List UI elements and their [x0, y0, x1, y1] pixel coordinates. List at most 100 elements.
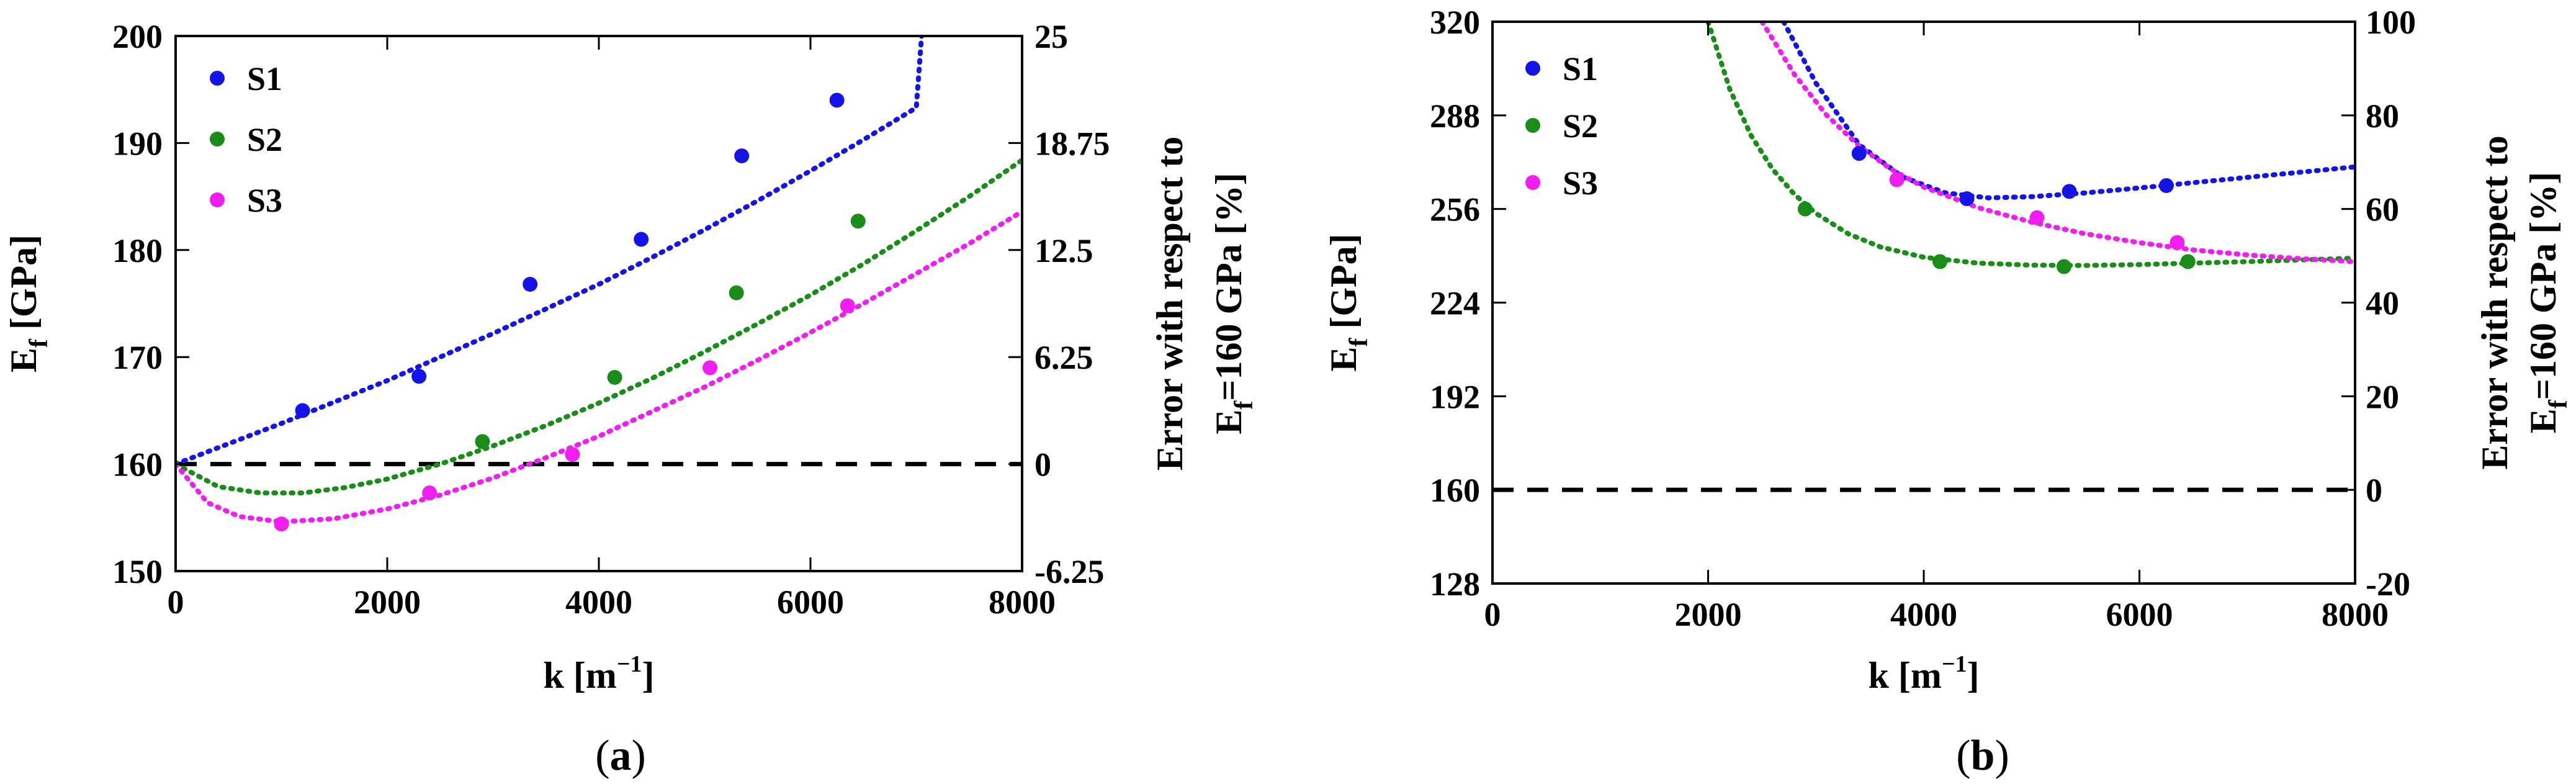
legend-label-s3: S3 [247, 182, 282, 219]
y2-tick-label: -20 [2366, 565, 2410, 603]
y-label-subscript: f [1345, 338, 1373, 347]
legend-marker-s2 [1525, 118, 1540, 133]
data-point-s1 [295, 403, 310, 418]
y2-tick-label: 25 [1034, 18, 1068, 55]
y2-tick-label: 0 [2366, 472, 2382, 509]
x-axis-label: k [m−1] [1869, 651, 1980, 696]
y2-tick-label: 18.75 [1034, 125, 1110, 162]
y2-label-rest: =160 GPa [%] [2523, 172, 2564, 400]
y2-axis-label-line2: Ef=160 GPa [%] [1208, 173, 1259, 435]
data-point-s3 [422, 485, 438, 501]
y-tick-label: 150 [112, 553, 163, 590]
data-point-s2 [607, 369, 622, 385]
y2-axis-label-line1: Error with respect to [1149, 137, 1190, 471]
x-label-main: k [m [1869, 655, 1942, 696]
legend-marker-s3 [1525, 175, 1540, 190]
x-tick-label: 2000 [1675, 596, 1742, 633]
y-tick-label: 128 [1430, 565, 1480, 603]
y2-axis-label-line2: Ef=160 GPa [%] [2523, 172, 2573, 434]
y-axis-label: Ef [GPa] [3, 235, 53, 372]
x-label-superscript: −1 [617, 651, 642, 677]
data-point-s2 [1932, 254, 1948, 269]
y-tick-label: 200 [112, 18, 163, 55]
data-point-s3 [2170, 235, 2185, 250]
data-point-s1 [1959, 191, 1975, 207]
y2-tick-label: 80 [2366, 97, 2399, 135]
y-tick-label: 190 [112, 125, 163, 162]
data-point-s1 [2158, 178, 2174, 193]
y2-label-rest: =160 GPa [%] [1208, 173, 1249, 400]
y-label-main: E [1323, 347, 1364, 372]
x-label-superscript: −1 [1942, 651, 1967, 677]
x-tick-label: 8000 [989, 583, 1056, 621]
legend-label-s2: S2 [1563, 107, 1598, 145]
x-tick-label: 6000 [2106, 596, 2173, 633]
legend-label-s1: S1 [1563, 50, 1598, 88]
panel-a: 0 2000 4000 6000 8000 150 160 170 180 190 200 -6.25… [3, 18, 1259, 780]
data-point-s1 [411, 369, 427, 384]
x-label-close: ] [1967, 655, 1980, 696]
caption-letter: b [1971, 732, 1995, 780]
data-point-s1 [829, 92, 845, 108]
data-point-s3 [702, 360, 718, 376]
y2-label-main: E [2523, 408, 2564, 433]
x-tick-label: 8000 [2322, 596, 2389, 633]
y2-axis-label-line1: Error with respect to [2474, 135, 2515, 469]
data-point-s3 [2029, 210, 2045, 225]
data-point-s3 [274, 516, 289, 532]
x-tick-label: 0 [168, 583, 184, 621]
data-point-s2 [475, 434, 490, 449]
x-tick-label: 4000 [1890, 596, 1957, 633]
plot-frame [1491, 20, 2356, 585]
y-label-subscript: f [25, 338, 53, 348]
y-tick-label: 288 [1430, 97, 1480, 135]
y-tick-label: 192 [1430, 378, 1480, 415]
data-point-s1 [634, 232, 649, 247]
data-point-s2 [729, 285, 744, 300]
y2-tick-label: 20 [2366, 378, 2399, 415]
y2-tick-label: -6.25 [1034, 553, 1104, 590]
y-label-rest: [GPa] [1323, 233, 1364, 338]
legend-marker-s3 [210, 192, 225, 207]
y2-tick-label: 6.25 [1034, 339, 1093, 376]
legend-marker-s1 [210, 71, 225, 86]
y-label-rest: [GPa] [3, 235, 44, 339]
y-tick-label: 160 [1430, 472, 1480, 509]
legend-label-s2: S2 [247, 121, 282, 158]
legend-marker-s1 [1525, 61, 1540, 76]
data-point-s1 [1851, 146, 1867, 161]
data-point-s3 [840, 298, 855, 313]
x-label-main: k [m [544, 655, 617, 696]
y-label-main: E [3, 348, 44, 372]
legend-label-s3: S3 [1563, 164, 1598, 202]
panel-caption: (b) [1956, 732, 2009, 780]
legend-label-s1: S1 [247, 60, 282, 97]
y2-tick-label: 100 [2366, 4, 2416, 41]
data-point-s2 [2180, 254, 2196, 269]
y2-tick-label: 40 [2366, 285, 2399, 322]
panel-b: 0 2000 4000 6000 8000 128 160 192 224 256 288 320 -2… [1323, 4, 2573, 780]
x-axis-label: k [m−1] [544, 651, 655, 696]
data-point-s1 [734, 148, 750, 164]
data-point-s3 [1889, 172, 1905, 187]
x-tick-label: 6000 [777, 583, 844, 621]
y-tick-label: 256 [1430, 191, 1480, 228]
fit-curve-s1 [176, 36, 925, 467]
data-point-s2 [2056, 259, 2071, 274]
caption-close: ) [1995, 732, 2009, 780]
x-tick-label: 4000 [565, 583, 632, 621]
x-label-close: ] [642, 655, 655, 696]
y-tick-label: 180 [112, 232, 163, 269]
fit-curve-s2 [1705, 22, 2355, 268]
y-tick-label: 320 [1430, 4, 1480, 41]
caption-open: ( [1956, 732, 1970, 780]
y2-label-subscript: f [2544, 399, 2573, 408]
fit-curve-s3 [1759, 22, 2355, 264]
y-tick-label: 160 [112, 446, 163, 484]
fit-curve-s2 [176, 157, 1022, 496]
fit-curve-s3 [176, 209, 1022, 525]
y2-tick-label: 0 [1034, 446, 1051, 484]
x-tick-label: 2000 [354, 583, 421, 621]
data-point-s1 [2062, 184, 2077, 199]
